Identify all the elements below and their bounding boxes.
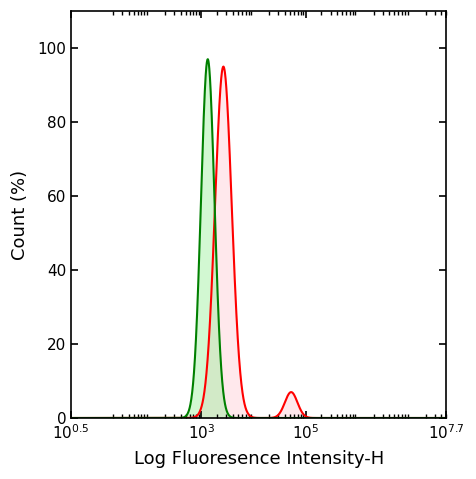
X-axis label: Log Fluoresence Intensity-H: Log Fluoresence Intensity-H bbox=[134, 450, 384, 468]
Y-axis label: Count (%): Count (%) bbox=[11, 170, 29, 260]
